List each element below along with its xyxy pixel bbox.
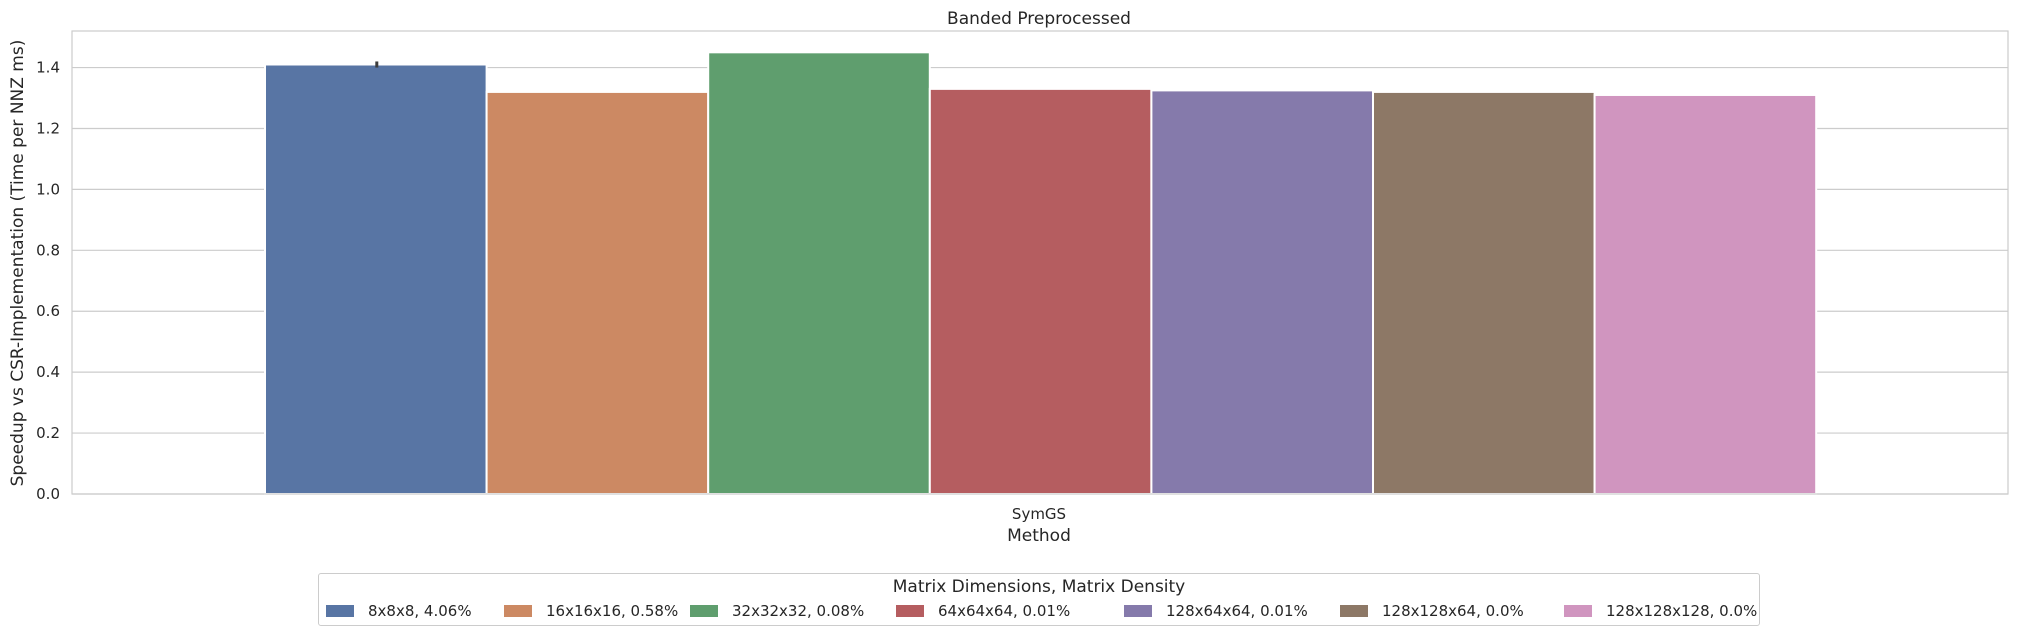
legend-label: 128x64x64, 0.01% <box>1166 602 1308 620</box>
legend-swatch <box>1124 605 1152 617</box>
x-axis-label: Method <box>1007 526 1071 546</box>
legend-label: 8x8x8, 4.06% <box>368 602 472 620</box>
plot-frame <box>71 30 2009 495</box>
legend-title: Matrix Dimensions, Matrix Density <box>892 577 1186 597</box>
legend-item-3: 32x32x32, 0.08% <box>690 602 864 620</box>
y-tick-labels: 0.0 0.2 0.4 0.6 0.8 1.0 1.2 1.4 <box>36 59 60 503</box>
bar-series-1 <box>264 63 488 495</box>
legend-swatch <box>896 605 924 617</box>
legend-swatch <box>1564 605 1592 617</box>
bar-series-6 <box>1372 90 1596 495</box>
x-tick-label-symgs: SymGS <box>1012 505 1066 523</box>
legend-swatch <box>504 605 532 617</box>
chart-title: Banded Preprocessed <box>947 9 1131 29</box>
y-tick-label: 1.4 <box>36 59 60 77</box>
bar-series-3 <box>707 51 931 496</box>
legend-label: 16x16x16, 0.58% <box>546 602 679 620</box>
legend-item-1: 8x8x8, 4.06% <box>326 602 472 620</box>
bar-series-7 <box>1593 93 1818 495</box>
bar-series-4 <box>928 87 1153 495</box>
legend-label: 64x64x64, 0.01% <box>938 602 1071 620</box>
legend-item-7: 128x128x128, 0.0% <box>1564 602 1757 620</box>
legend-item-2: 16x16x16, 0.58% <box>504 602 678 620</box>
y-tick-label: 1.0 <box>36 180 60 198</box>
bars <box>264 51 1818 496</box>
y-tick-label: 0.2 <box>36 424 60 442</box>
legend-swatch <box>326 605 354 617</box>
legend-swatch <box>1340 605 1368 617</box>
bar-series-5 <box>1150 89 1375 495</box>
legend-item-5: 128x64x64, 0.01% <box>1124 602 1308 620</box>
y-tick-label: 0.8 <box>36 241 60 259</box>
legend: Matrix Dimensions, Matrix Density 8x8x8,… <box>318 573 1760 626</box>
bar-series-2 <box>485 90 710 495</box>
legend-label: 128x128x128, 0.0% <box>1606 602 1758 620</box>
y-tick-label: 0.6 <box>36 302 60 320</box>
legend-item-6: 128x128x64, 0.0% <box>1340 602 1524 620</box>
legend-items: 8x8x8, 4.06% 16x16x16, 0.58% 32x32x32, 0.0… <box>319 602 1759 622</box>
y-tick-label: 1.2 <box>36 119 60 137</box>
legend-label: 128x128x64, 0.0% <box>1382 602 1524 620</box>
y-tick-label: 0.0 <box>36 485 60 503</box>
legend-swatch <box>690 605 718 617</box>
y-axis-label: Speedup vs CSR-Implementation (Time per … <box>8 40 28 487</box>
legend-label: 32x32x32, 0.08% <box>732 602 865 620</box>
legend-item-4: 64x64x64, 0.01% <box>896 602 1070 620</box>
y-tick-label: 0.4 <box>36 363 60 381</box>
chart: 0.0 0.2 0.4 0.6 0.8 1.0 1.2 1.4 Banded Preproce… <box>8 9 2009 546</box>
